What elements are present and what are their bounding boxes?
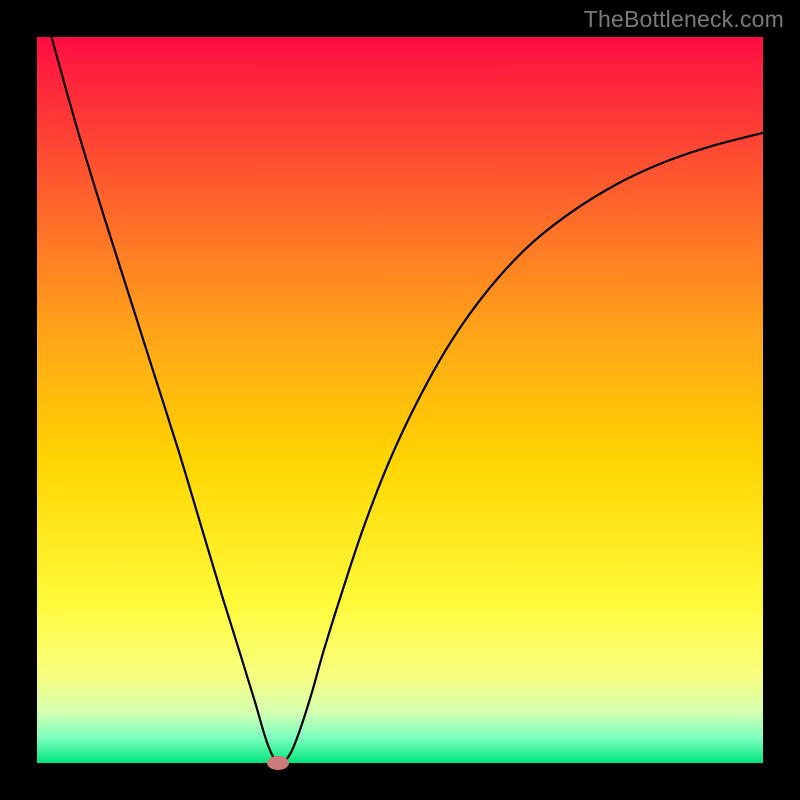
- watermark-text: TheBottleneck.com: [584, 6, 784, 33]
- chart-curve: [37, 37, 763, 763]
- chart-minimum-marker: [267, 756, 289, 770]
- chart-plot-area: [37, 37, 763, 763]
